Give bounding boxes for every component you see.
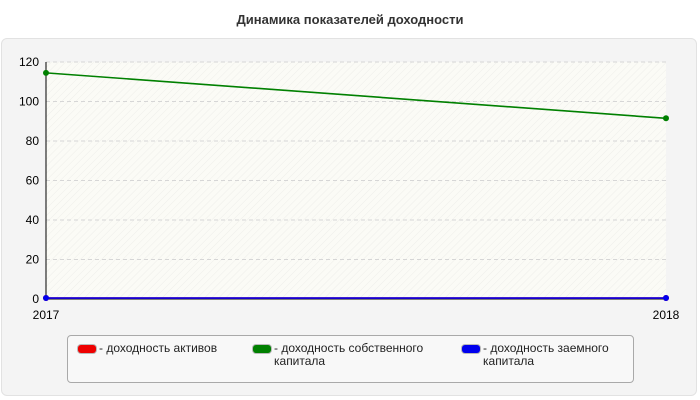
data-point-1-1	[663, 115, 669, 122]
legend-label-assets: - доходность активов	[99, 341, 218, 355]
legend-swatch-assets	[78, 345, 96, 353]
legend-item-assets: - доходность активов	[78, 342, 259, 355]
series-line-1	[45, 72, 667, 120]
y-tick-labels: 0 20 40 60 80 100 120	[19, 55, 39, 306]
x-tick-label-0: 2017	[33, 308, 60, 322]
legend-item-equity: - доходность собственного капитала	[253, 342, 434, 368]
x-tick-labels: 2017 2018	[33, 308, 680, 322]
data-point-2-0	[43, 295, 49, 302]
y-tick-label-4: 80	[26, 134, 40, 148]
axes	[45, 62, 666, 300]
x-tick-label-1: 2018	[653, 308, 680, 322]
data-point-1-0	[43, 69, 49, 76]
chart-title: Динамика показателей доходности	[236, 12, 464, 27]
y-tick-label-6: 120	[19, 55, 39, 69]
y-tick-label-3: 60	[26, 174, 40, 188]
legend-swatch-borrowed	[462, 345, 480, 353]
legend-label-equity: - доходность собственного капитала	[274, 341, 424, 368]
legend-label-borrowed: - доходность заемного капитала	[483, 341, 609, 368]
legend: - доходность активов - доходность собств…	[67, 335, 634, 383]
y-tick-label-1: 20	[26, 253, 40, 267]
y-tick-label-5: 100	[19, 95, 39, 109]
legend-item-borrowed: - доходность заемного капитала	[462, 342, 643, 368]
series-lines	[43, 69, 669, 302]
grid-lines	[46, 61, 666, 260]
legend-swatch-equity	[253, 345, 271, 353]
data-point-2-1	[663, 295, 669, 302]
y-tick-label-2: 40	[26, 213, 40, 227]
y-tick-label-0: 0	[32, 292, 39, 306]
